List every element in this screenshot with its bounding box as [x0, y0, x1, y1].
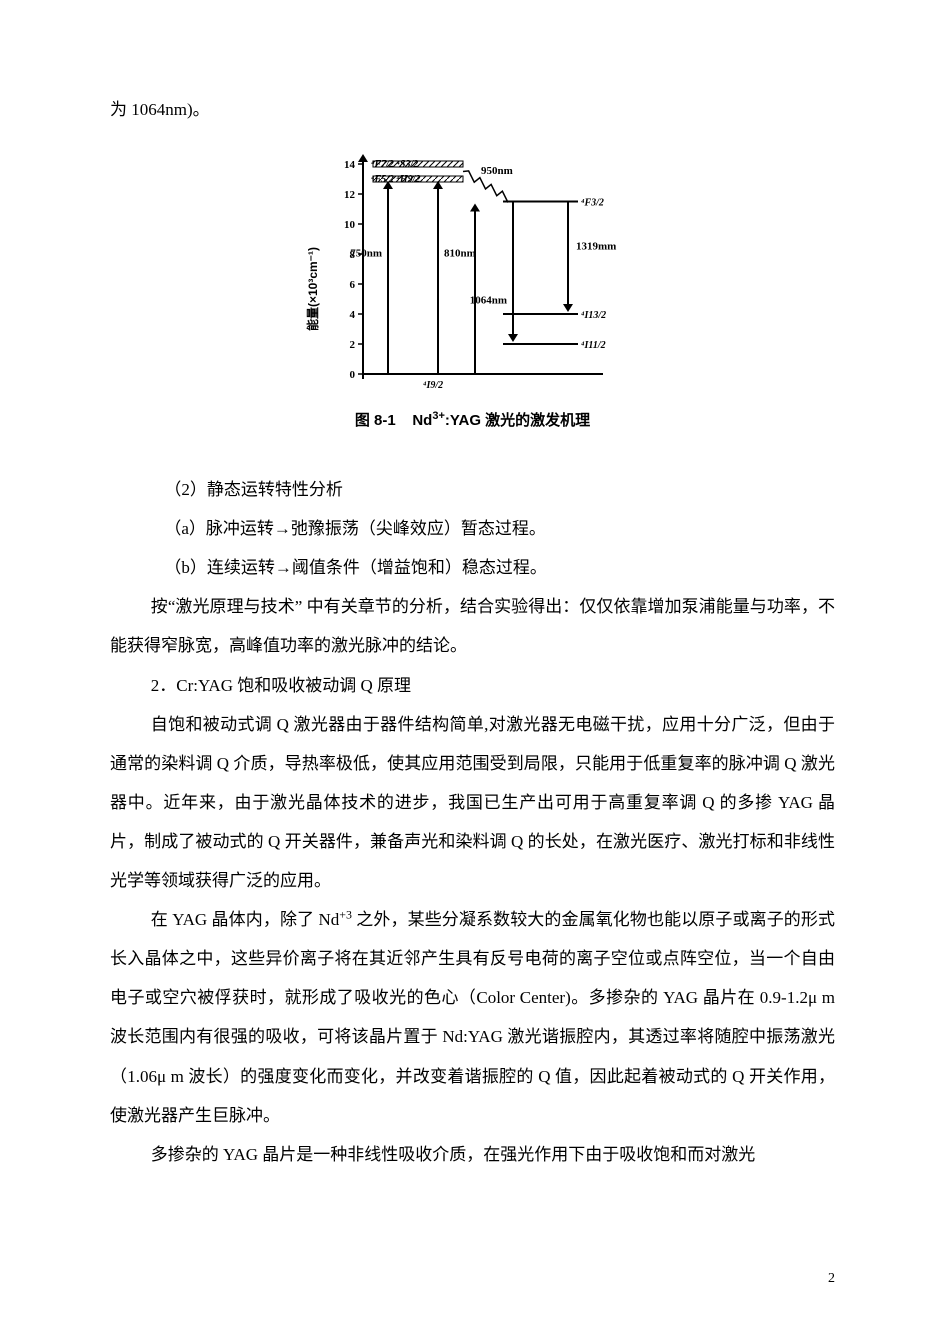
caption-prefix: 图 8-1 [355, 412, 396, 429]
para-2b: （b）连续运转→阈值条件（增益饱和）稳态过程。 [110, 548, 835, 587]
svg-text:2: 2 [349, 339, 355, 351]
caption-sup: 3+ [432, 410, 445, 422]
svg-text:12: 12 [344, 189, 356, 201]
para-7: 多掺杂的 YAG 晶片是一种非线性吸收介质，在强光作用下由于吸收饱和而对激光 [110, 1135, 835, 1174]
para-5: 自饱和被动式调 Q 激光器由于器件结构简单,对激光器无电磁干扰，应用十分广泛，但… [110, 705, 835, 900]
figure-caption: 图 8-1 Nd3+:YAG 激光的激发机理 [355, 409, 590, 430]
svg-text:⁴I9/2: ⁴I9/2 [423, 380, 443, 391]
page-number: 2 [828, 1271, 835, 1287]
spacer [110, 440, 835, 470]
svg-text:1319mm: 1319mm [576, 241, 616, 253]
para-2: （2）静态运转特性分析 [110, 470, 835, 509]
para-6-sup: +3 [339, 907, 352, 921]
svg-text:⁴I13/2: ⁴I13/2 [581, 310, 606, 321]
para-3: 按“激光原理与技术” 中有关章节的分析，结合实验得出：仅仅依靠增加泵浦能量与功率… [110, 587, 835, 665]
svg-text:950nm: 950nm [481, 165, 513, 177]
svg-text:6: 6 [349, 279, 355, 291]
svg-text:能量(×10³cm⁻¹): 能量(×10³cm⁻¹) [305, 247, 320, 331]
svg-text:⁴F7/2 ⁴S3/2: ⁴F7/2 ⁴S3/2 [371, 159, 418, 170]
para-4: 2．Cr:YAG 饱和吸收被动调 Q 原理 [110, 666, 835, 705]
svg-text:810nm: 810nm [444, 248, 476, 260]
svg-text:⁴F3/2: ⁴F3/2 [581, 198, 604, 209]
svg-text:⁴I11/2: ⁴I11/2 [581, 340, 606, 351]
para-2a: （a）脉冲运转→弛豫振荡（尖峰效应）暂态过程。 [110, 509, 835, 548]
para-6a: 在 YAG 晶体内，除了 Nd [151, 910, 339, 929]
top-fragment: 为 1064nm)。 [110, 90, 835, 129]
page: 为 1064nm)。 02468101214能量(×10³cm⁻¹)⁴F7/2 … [0, 0, 945, 1337]
energy-level-diagram: 02468101214能量(×10³cm⁻¹)⁴F7/2 ⁴S3/2⁴F5/2 … [303, 149, 643, 399]
svg-text:750nm: 750nm [350, 248, 382, 260]
svg-text:10: 10 [344, 219, 356, 231]
svg-text:4: 4 [349, 309, 355, 321]
para-6: 在 YAG 晶体内，除了 Nd+3 之外，某些分凝系数较大的金属氧化物也能以原子… [110, 900, 835, 1135]
svg-text:⁴F5/2 ⁴H9/2: ⁴F5/2 ⁴H9/2 [371, 174, 420, 185]
svg-text:14: 14 [344, 159, 356, 171]
svg-text:0: 0 [349, 369, 355, 381]
svg-text:1064nm: 1064nm [469, 295, 506, 307]
caption-b: :YAG 激光的激发机理 [445, 412, 590, 429]
caption-a: Nd [412, 412, 432, 429]
para-6b: 之外，某些分凝系数较大的金属氧化物也能以原子或离子的形式长入晶体之中，这些异价离… [110, 910, 835, 1124]
figure-8-1: 02468101214能量(×10³cm⁻¹)⁴F7/2 ⁴S3/2⁴F5/2 … [110, 149, 835, 430]
